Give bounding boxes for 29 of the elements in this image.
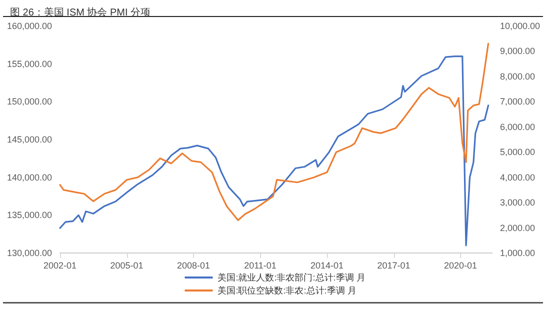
y2-tick-label: 1,000.00 (500, 248, 536, 258)
y2-tick-label: 2,000.00 (500, 222, 536, 233)
y-tick-label: 160,000.00 (6, 21, 52, 31)
legend-label: 美国:职位空缺数:非农:总计:季调 月 (218, 286, 356, 296)
line-series (59, 55, 490, 246)
y-tick-label: 135,000.00 (6, 210, 52, 220)
y-tick-label: 150,000.00 (6, 96, 52, 107)
x-tick-label: 2008-01 (176, 260, 210, 270)
x-tick-label: 2020-01 (444, 260, 478, 270)
y2-tick-label: 9,000.00 (500, 46, 536, 56)
y2-tick-label: 8,000.00 (500, 71, 536, 82)
y2-tick-label: 6,000.00 (500, 122, 536, 132)
chart-title: 图 26：美国 ISM 协会 PMI 分项 (10, 6, 151, 18)
x-tick-label: 2011-01 (244, 260, 276, 270)
x-tick-label: 2014-01 (310, 260, 344, 270)
y-tick-label: 130,000.00 (6, 248, 52, 258)
y2-tick-label: 3,000.00 (500, 198, 536, 208)
legend-label: 美国:就业人数:非农部门:总计:季调 月 (218, 272, 366, 282)
y-tick-label: 155,000.00 (6, 58, 52, 69)
y-tick-label: 140,000.00 (6, 172, 52, 182)
y2-tick-label: 5,000.00 (500, 147, 536, 158)
y2-tick-label: 10,000.00 (500, 21, 540, 31)
y2-tick-label: 4,000.00 (500, 172, 536, 182)
y-tick-label: 145,000.00 (6, 134, 52, 144)
y2-tick-label: 7,000.00 (500, 96, 536, 107)
line-series (59, 42, 490, 222)
x-tick-label: 2002-01 (43, 260, 77, 270)
x-tick-label: 2005-01 (110, 260, 144, 270)
x-tick-label: 2017-01 (377, 260, 410, 270)
